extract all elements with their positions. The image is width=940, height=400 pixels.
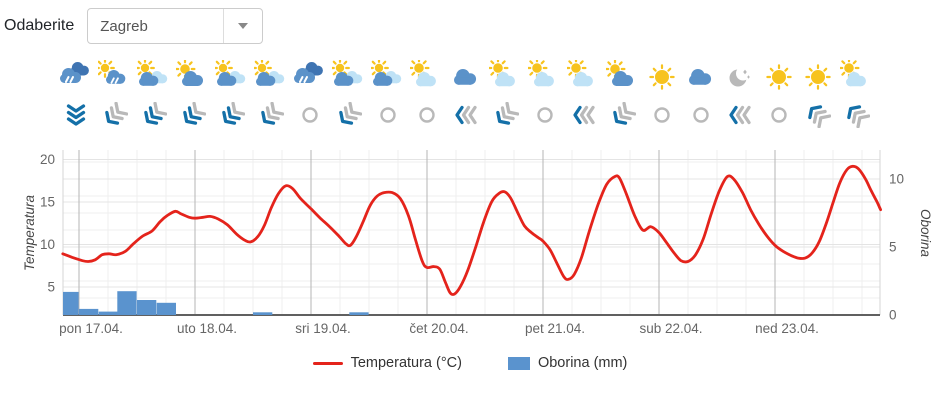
wind-icon-down-left	[173, 101, 212, 129]
weather-icon-sun-light	[486, 58, 525, 96]
y-right-tick-label: 0	[889, 308, 897, 323]
y-left-axis-title: Temperatura	[22, 194, 37, 271]
precip-bar[interactable]	[117, 291, 137, 315]
weather-icon-sun-light	[408, 58, 447, 96]
y-right-tick-label: 5	[889, 240, 897, 255]
wind-icon-calm	[291, 101, 330, 129]
weather-icons-row	[56, 58, 877, 96]
legend-temperature-label: Temperatura (°C)	[350, 355, 462, 371]
weather-icon-sun-cloud	[173, 58, 212, 96]
city-select-caret-area[interactable]	[223, 9, 262, 43]
precip-bar[interactable]	[98, 311, 118, 315]
weather-icon-sun-cloud-light	[134, 58, 173, 96]
wind-icon-down-left	[251, 101, 290, 129]
x-tick-label: pet 21.04.	[525, 321, 585, 336]
x-tick-label: sri 19.04.	[295, 321, 351, 336]
temperature-line-swatch	[312, 361, 343, 365]
wind-icon-left	[447, 101, 486, 129]
y-right-axis-title: Oborina	[918, 209, 933, 258]
x-tick-label: uto 18.04.	[177, 321, 237, 336]
wind-icon-left	[721, 101, 760, 129]
y-left-tick-label: 5	[47, 280, 55, 295]
precipitation-bar-swatch	[507, 356, 530, 370]
precip-bar[interactable]	[63, 291, 79, 315]
wind-icon-calm	[682, 101, 721, 129]
weather-icon-sun	[760, 58, 799, 96]
weather-icon-sun	[642, 58, 681, 96]
wind-icon-calm	[760, 101, 799, 129]
forecast-chart: 5 10 15 20 0 5 10 pon 17.04. uto 18.04. sri 19.04…	[22, 150, 933, 336]
wind-icon-up-left	[799, 101, 838, 129]
precip-bar[interactable]	[349, 312, 369, 315]
location-toolbar: Odaberite Zagreb	[4, 8, 264, 44]
weather-icon-rain	[291, 58, 330, 96]
weather-icon-cloud	[447, 58, 486, 96]
y-left-tick-label: 20	[40, 152, 55, 167]
weather-icon-sun-rain	[95, 58, 134, 96]
weather-icon-sun-light	[525, 58, 564, 96]
wind-icon-left	[564, 101, 603, 129]
x-tick-label: čet 20.04.	[409, 321, 468, 336]
wind-icon-calm	[525, 101, 564, 129]
chart-legend: Temperatura (°C) Oborina (mm)	[0, 355, 940, 371]
weather-icon-sun-cloud	[603, 58, 642, 96]
y-right-tick-label: 10	[889, 172, 904, 187]
chevron-down-icon	[238, 23, 249, 29]
wind-icon-calm	[408, 101, 447, 129]
legend-item-precipitation[interactable]: Oborina (mm)	[507, 355, 628, 371]
weather-icon-rain	[56, 58, 95, 96]
y-left-tick-label: 10	[40, 237, 55, 252]
legend-precipitation-label: Oborina (mm)	[537, 355, 628, 371]
weather-icon-sun-light	[564, 58, 603, 96]
weather-icon-sun-cloud-light	[369, 58, 408, 96]
wind-icon-down-left	[603, 101, 642, 129]
weather-icon-sun-cloud-light	[330, 58, 369, 96]
wind-icons-row	[56, 101, 877, 129]
precip-bar[interactable]	[79, 308, 99, 315]
wind-icon-calm	[642, 101, 681, 129]
city-select-value: Zagreb	[100, 17, 148, 35]
weather-icon-moon	[721, 58, 760, 96]
wind-icon-down-left	[486, 101, 525, 129]
weather-icon-cloud	[682, 58, 721, 96]
weather-icon-sun-cloud-light	[251, 58, 290, 96]
precip-bar[interactable]	[253, 312, 273, 315]
legend-item-temperature[interactable]: Temperatura (°C)	[312, 355, 462, 371]
wind-icon-down-left	[330, 101, 369, 129]
wind-icon-up-left	[838, 101, 877, 129]
wind-icon-down-left	[212, 101, 251, 129]
x-tick-label: sub 22.04.	[639, 321, 702, 336]
wind-icon-down	[56, 101, 95, 129]
y-left-tick-label: 15	[40, 195, 55, 210]
weather-icon-sun	[799, 58, 838, 96]
wind-icon-down-left	[134, 101, 173, 129]
precip-bar[interactable]	[137, 300, 157, 315]
x-tick-label: pon 17.04.	[59, 321, 123, 336]
city-select[interactable]: Zagreb	[87, 8, 264, 44]
wind-icon-down-left	[95, 101, 134, 129]
weather-icon-sun-light	[838, 58, 877, 96]
weather-icon-sun-cloud-light	[212, 58, 251, 96]
temperature-line[interactable]	[61, 164, 882, 296]
x-tick-label: ned 23.04.	[755, 321, 819, 336]
select-label: Odaberite	[4, 17, 75, 34]
wind-icon-calm	[369, 101, 408, 129]
precip-bar[interactable]	[156, 302, 176, 315]
